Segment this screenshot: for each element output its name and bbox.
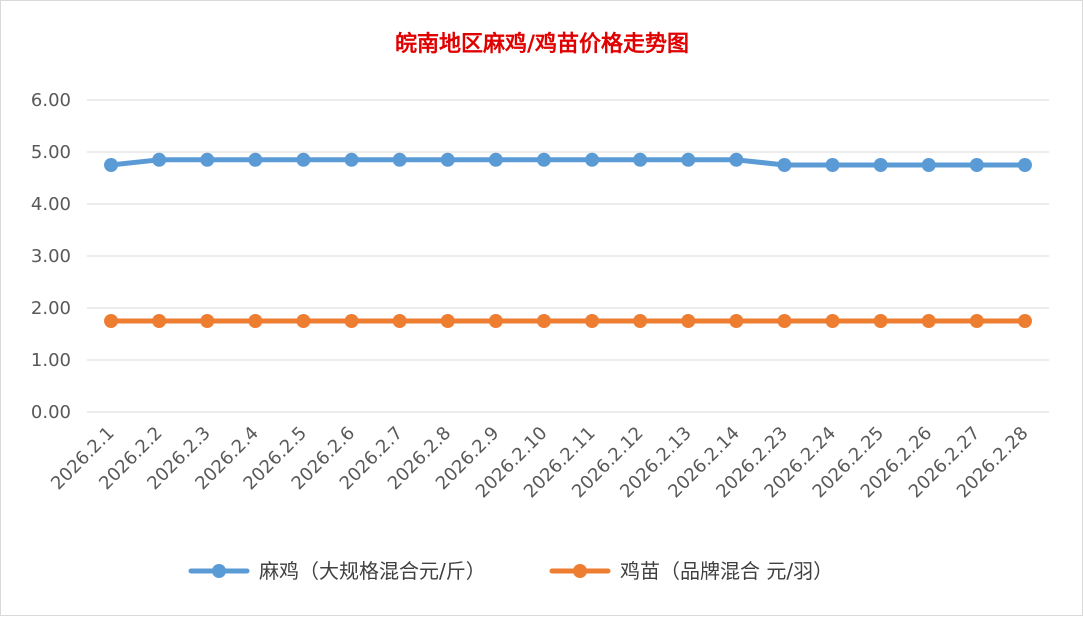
data-point bbox=[777, 314, 792, 328]
data-point bbox=[296, 314, 311, 328]
legend-swatch-marker bbox=[573, 564, 587, 578]
data-point bbox=[633, 314, 648, 328]
data-point bbox=[488, 314, 503, 328]
data-point bbox=[921, 314, 936, 328]
data-point bbox=[392, 314, 407, 328]
data-point bbox=[536, 314, 551, 328]
data-point bbox=[777, 158, 792, 172]
legend-item: 鸡苗（品牌混合 元/羽） bbox=[549, 559, 833, 583]
legend: 麻鸡（大规格混合元/斤） 鸡苗（品牌混合 元/羽） bbox=[188, 559, 833, 583]
series-layer bbox=[104, 152, 1032, 328]
data-point bbox=[825, 158, 840, 172]
series-line bbox=[108, 157, 1028, 168]
data-point bbox=[152, 314, 167, 328]
legend-label: 麻鸡（大规格混合元/斤） bbox=[259, 559, 486, 583]
data-point bbox=[633, 152, 648, 167]
data-point bbox=[344, 152, 359, 167]
data-point bbox=[873, 314, 888, 328]
data-point bbox=[729, 314, 744, 328]
y-tick-label: 1.00 bbox=[31, 350, 71, 371]
data-point bbox=[200, 314, 215, 328]
y-tick-label: 4.00 bbox=[31, 194, 71, 215]
data-point bbox=[921, 158, 936, 172]
legend-item: 麻鸡（大规格混合元/斤） bbox=[188, 559, 486, 583]
data-point bbox=[873, 158, 888, 172]
data-point bbox=[296, 152, 311, 167]
y-tick-label: 6.00 bbox=[31, 90, 71, 111]
y-tick-label: 5.00 bbox=[31, 142, 71, 163]
x-axis-ticks: 2026.2.12026.2.22026.2.32026.2.42026.2.5… bbox=[47, 423, 1032, 503]
data-point bbox=[969, 314, 984, 328]
data-point bbox=[104, 158, 119, 172]
data-point bbox=[440, 314, 455, 328]
data-point bbox=[200, 152, 215, 167]
series-2 bbox=[104, 314, 1032, 328]
series-1 bbox=[104, 152, 1032, 172]
data-point bbox=[440, 152, 455, 167]
data-point bbox=[585, 152, 600, 167]
data-point bbox=[104, 314, 119, 328]
data-point bbox=[488, 152, 503, 167]
y-tick-label: 2.00 bbox=[31, 298, 71, 319]
data-point bbox=[248, 152, 263, 167]
data-point bbox=[969, 158, 984, 172]
data-point bbox=[585, 314, 600, 328]
data-point bbox=[536, 152, 551, 167]
data-point bbox=[825, 314, 840, 328]
data-point bbox=[152, 152, 167, 167]
data-point bbox=[392, 152, 407, 167]
data-point bbox=[681, 314, 696, 328]
data-point bbox=[1017, 314, 1032, 328]
data-point bbox=[344, 314, 359, 328]
chart-title: 皖南地区麻鸡/鸡苗价格走势图 bbox=[395, 31, 689, 57]
y-tick-label: 0.00 bbox=[31, 402, 71, 423]
data-point bbox=[1017, 158, 1032, 172]
data-point bbox=[248, 314, 263, 328]
y-tick-label: 3.00 bbox=[31, 246, 71, 267]
data-point bbox=[681, 152, 696, 167]
legend-label: 鸡苗（品牌混合 元/羽） bbox=[620, 559, 833, 583]
legend-swatch-marker bbox=[212, 564, 226, 578]
y-axis-ticks: 0.00 1.00 2.00 3.00 4.00 5.00 6.00 bbox=[31, 90, 71, 423]
gridlines bbox=[87, 99, 1049, 413]
data-point bbox=[729, 152, 744, 167]
